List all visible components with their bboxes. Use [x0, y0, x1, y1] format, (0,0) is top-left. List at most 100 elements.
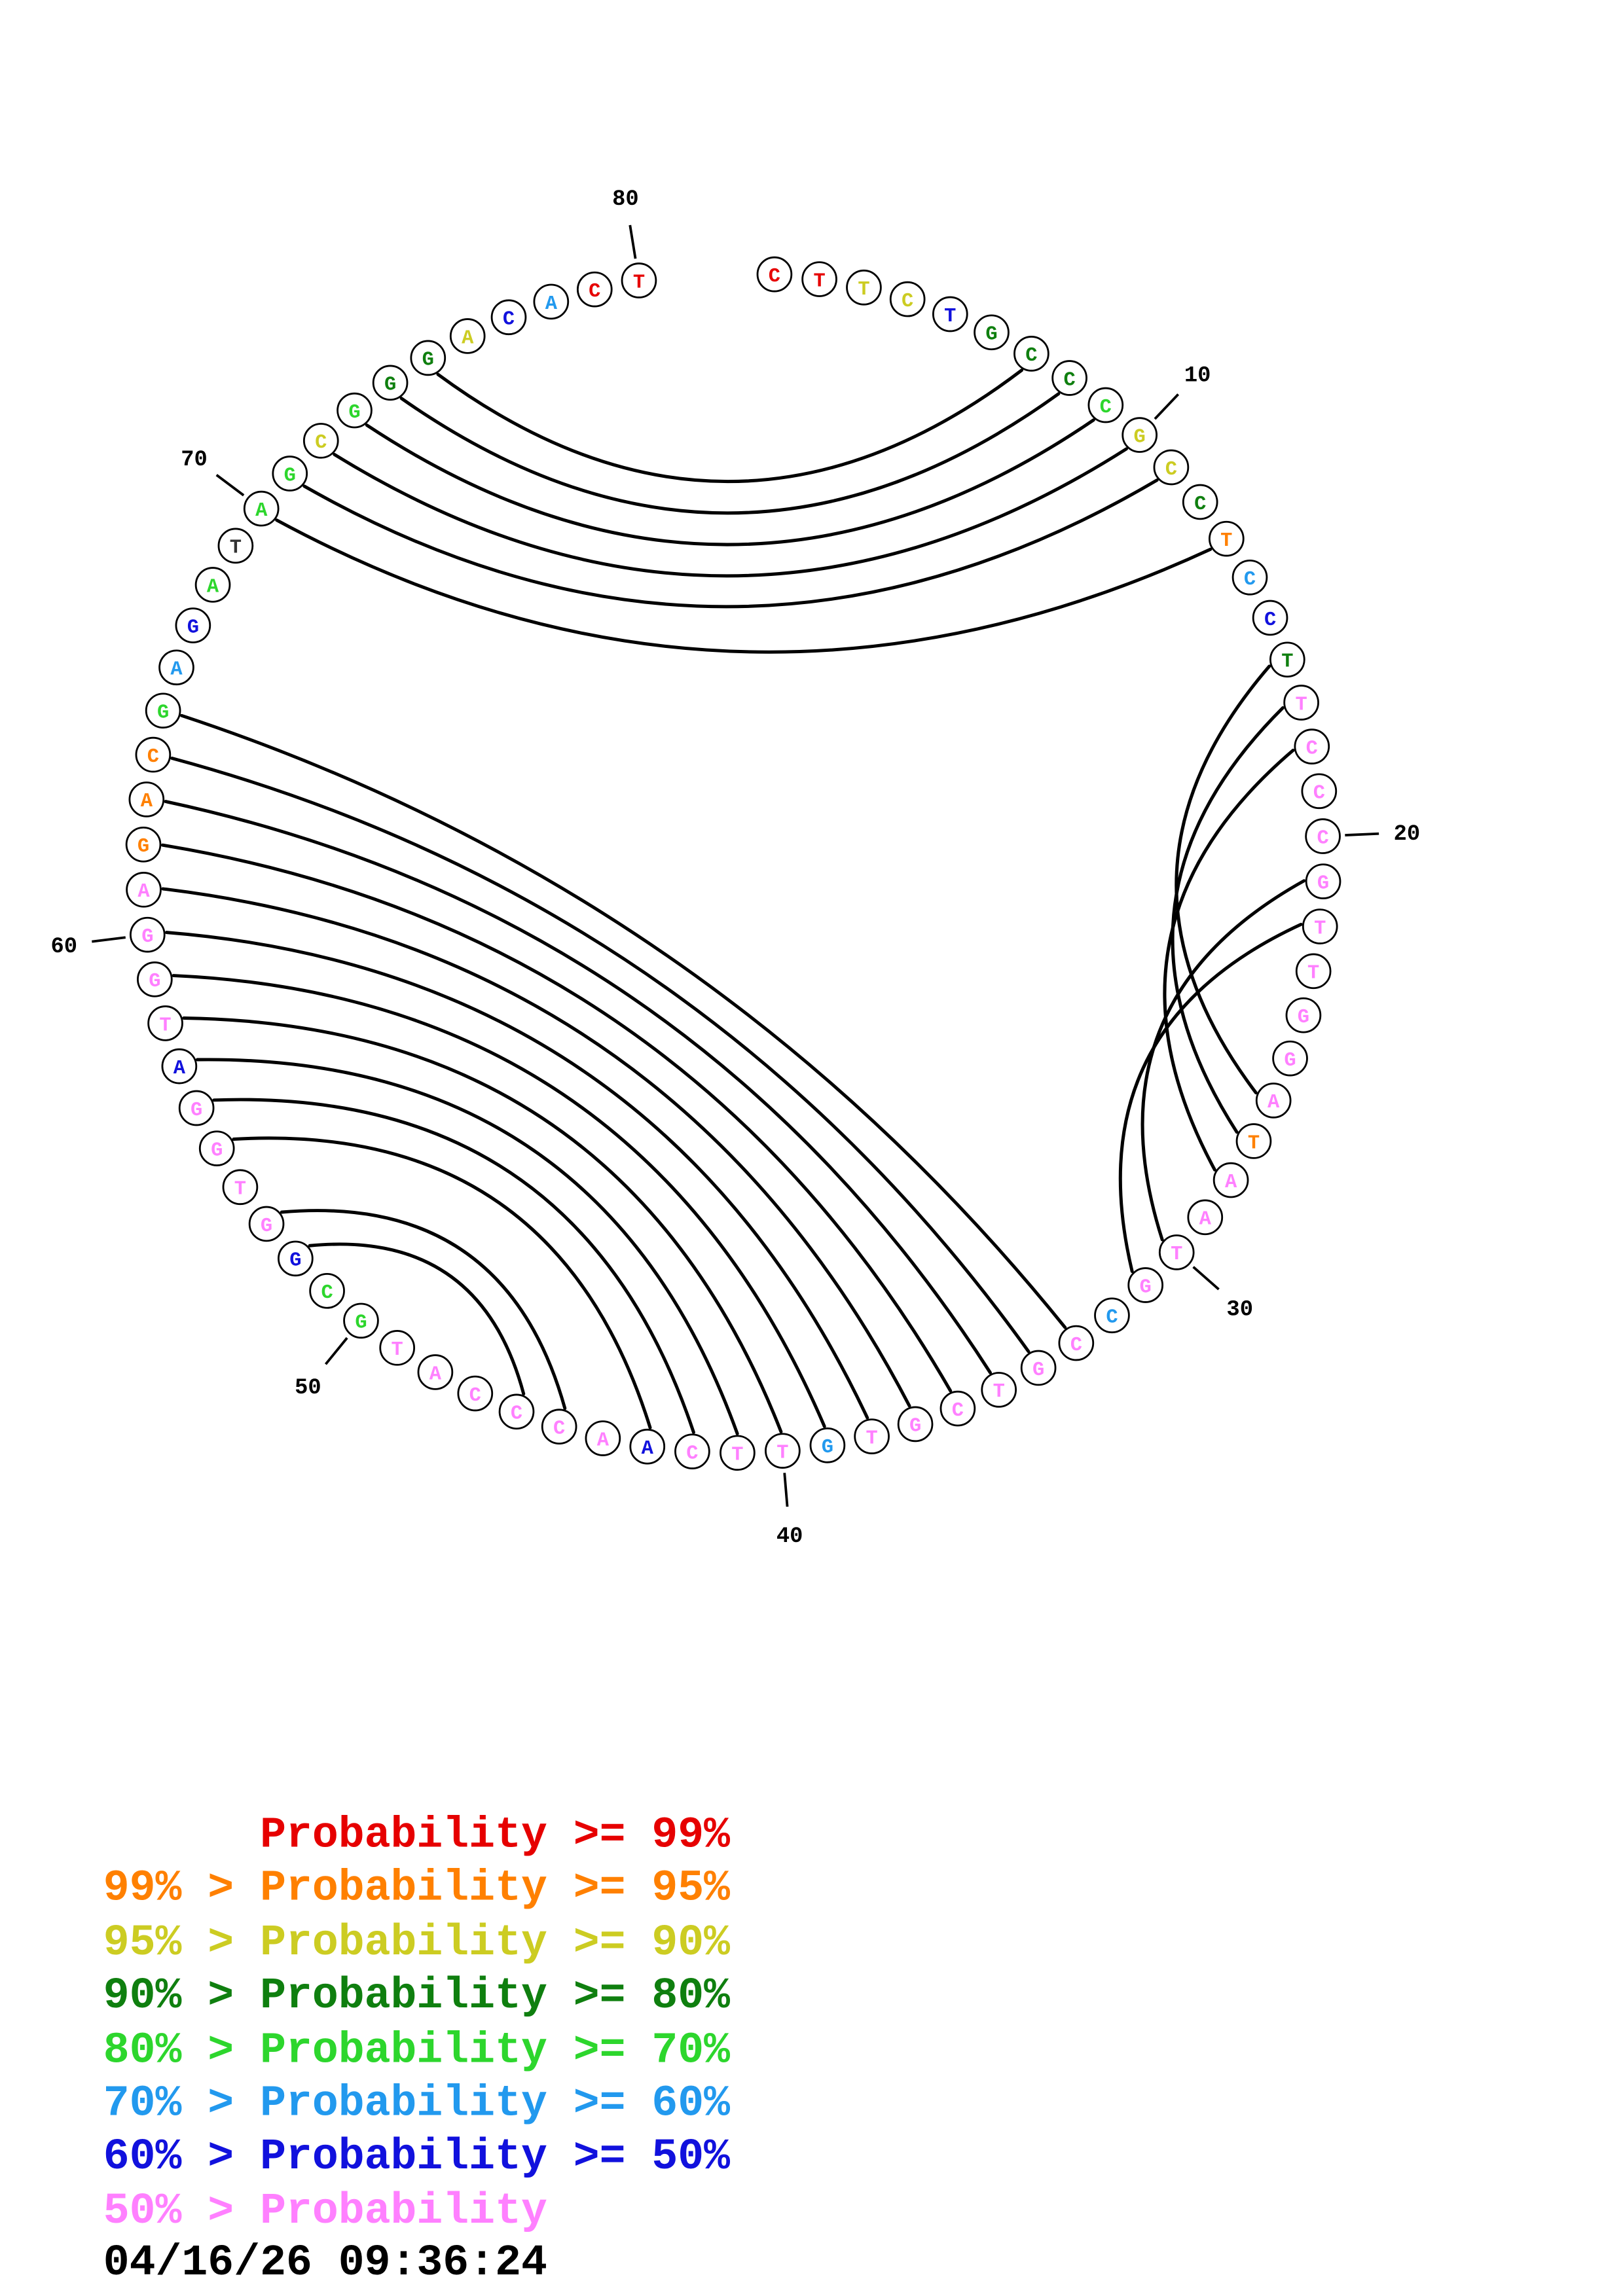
- nucleotide-circle: [720, 1435, 756, 1471]
- nucleotide-circle: [490, 299, 527, 336]
- nucleotide-circle: [449, 318, 486, 354]
- nucleotide-circle: [1213, 1162, 1249, 1198]
- nucleotide-circle: [1208, 520, 1245, 557]
- nucleotide-circle: [147, 1005, 183, 1041]
- nucleotide-circle: [126, 872, 162, 908]
- nucleotide-letter: T: [1248, 1132, 1260, 1155]
- nucleotide-letter: T: [731, 1444, 743, 1467]
- nucleotide-letter: A: [255, 500, 268, 522]
- nucleotide-circle: [889, 281, 926, 317]
- nucleotide-letter: C: [1317, 827, 1328, 850]
- nucleotide-letter: T: [993, 1381, 1005, 1403]
- nucleotide-letter: T: [633, 272, 645, 294]
- nucleotide-circle: [585, 1420, 621, 1456]
- nucleotide-letter: T: [1295, 694, 1307, 716]
- nucleotide-letter: T: [1171, 1244, 1182, 1266]
- nucleotide-letter: A: [141, 791, 153, 813]
- nucleotide-circle: [932, 296, 968, 332]
- nucleotide-letter: T: [866, 1427, 877, 1450]
- nucleotide-circle: [1252, 600, 1288, 636]
- position-leader-line: [1345, 832, 1379, 836]
- nucleotide-circle: [1305, 863, 1341, 899]
- nucleotide-letter: G: [284, 465, 296, 487]
- nucleotide-letter: T: [813, 270, 825, 293]
- nucleotide-letter: A: [170, 659, 183, 681]
- probability-legend: Probability >= 99% 99% > Probability >= …: [103, 1811, 730, 2236]
- nucleotide-circle: [1285, 997, 1322, 1033]
- nucleotide-circle: [674, 1433, 710, 1469]
- position-leader-line: [1154, 393, 1180, 420]
- nucleotide-circle: [243, 490, 280, 527]
- nucleotide-letter: T: [858, 279, 869, 301]
- nucleotide-letter: T: [1220, 530, 1232, 552]
- nucleotide-letter: G: [1298, 1007, 1309, 1029]
- pair-arc: [160, 843, 953, 1393]
- nucleotide-circle: [809, 1427, 846, 1463]
- nucleotide-circle: [1187, 1199, 1224, 1236]
- nucleotide-letter: A: [207, 576, 219, 598]
- nucleotide-letter: A: [642, 1438, 654, 1460]
- nucleotide-circle: [1020, 1350, 1057, 1386]
- nucleotide-circle: [1305, 818, 1341, 854]
- nucleotide-letter: C: [1264, 609, 1276, 632]
- nucleotide-circle: [1013, 336, 1049, 372]
- nucleotide-letter: A: [1225, 1172, 1237, 1194]
- pair-arc: [212, 1098, 695, 1434]
- nucleotide-letter: C: [1194, 493, 1206, 516]
- nucleotide-letter: G: [289, 1250, 301, 1272]
- position-label: 80: [612, 187, 639, 212]
- nucleotide-letter: G: [909, 1416, 921, 1438]
- nucleotide-circle: [129, 916, 166, 953]
- nucleotide-letter: A: [462, 327, 474, 350]
- legend-row: 80% > Probability >= 70%: [103, 2026, 730, 2075]
- legend-row: 50% > Probability: [103, 2187, 547, 2236]
- nucleotide-letter: T: [1281, 651, 1293, 673]
- nucleotide-letter: C: [553, 1418, 565, 1441]
- pair-arc: [436, 368, 1024, 484]
- pair-arc: [164, 931, 869, 1420]
- pair-arc: [275, 518, 1213, 654]
- position-leader-line: [324, 1336, 348, 1365]
- nucleotide-circle: [135, 736, 172, 773]
- nucleotide-letter: T: [234, 1179, 246, 1201]
- pair-arc: [195, 1058, 739, 1435]
- pair-arc: [302, 478, 1159, 609]
- nucleotide-letter: G: [384, 374, 396, 397]
- nucleotide-circle: [846, 269, 882, 306]
- nucleotide-letter: G: [1134, 426, 1146, 448]
- nucleotide-circle: [410, 340, 447, 376]
- nucleotide-letter: G: [1317, 872, 1329, 895]
- nucleotide-letter: G: [422, 350, 434, 372]
- nucleotide-circle: [1301, 773, 1338, 810]
- nucleotide-letter: C: [686, 1443, 698, 1465]
- pair-arc: [1140, 879, 1306, 1242]
- nucleotide-letter: A: [137, 881, 150, 903]
- nucleotide-circle: [1272, 1040, 1308, 1077]
- nucleotide-circle: [1087, 387, 1124, 423]
- pair-arc: [1163, 748, 1295, 1172]
- position-leader-line: [1192, 1266, 1220, 1291]
- nucleotide-letter: G: [1284, 1050, 1296, 1072]
- nucleotide-circle: [337, 392, 373, 429]
- nucleotide-letter: C: [952, 1400, 964, 1422]
- nucleotide-letter: A: [173, 1058, 186, 1080]
- nucleotide-circle: [278, 1240, 314, 1277]
- nucleotide-letter: A: [597, 1429, 610, 1452]
- nucleotide-circle: [372, 365, 409, 401]
- position-label: 70: [181, 448, 208, 473]
- nucleotide-circle: [939, 1390, 976, 1427]
- nucleotide-circle: [974, 314, 1010, 351]
- nucleotide-letter: G: [822, 1437, 833, 1459]
- nucleotide-circle: [1283, 685, 1319, 721]
- nucleotide-letter: T: [944, 306, 956, 328]
- nucleotide-circle: [194, 567, 231, 603]
- nucleotide-circle: [379, 1330, 416, 1366]
- nucleotide-circle: [222, 1169, 259, 1206]
- nucleotide-circle: [541, 1408, 577, 1445]
- nucleotide-letter: G: [261, 1215, 272, 1238]
- nucleotide-letter: G: [355, 1312, 367, 1335]
- nucleotide-circle: [145, 692, 181, 729]
- nucleotide-circle: [175, 607, 211, 643]
